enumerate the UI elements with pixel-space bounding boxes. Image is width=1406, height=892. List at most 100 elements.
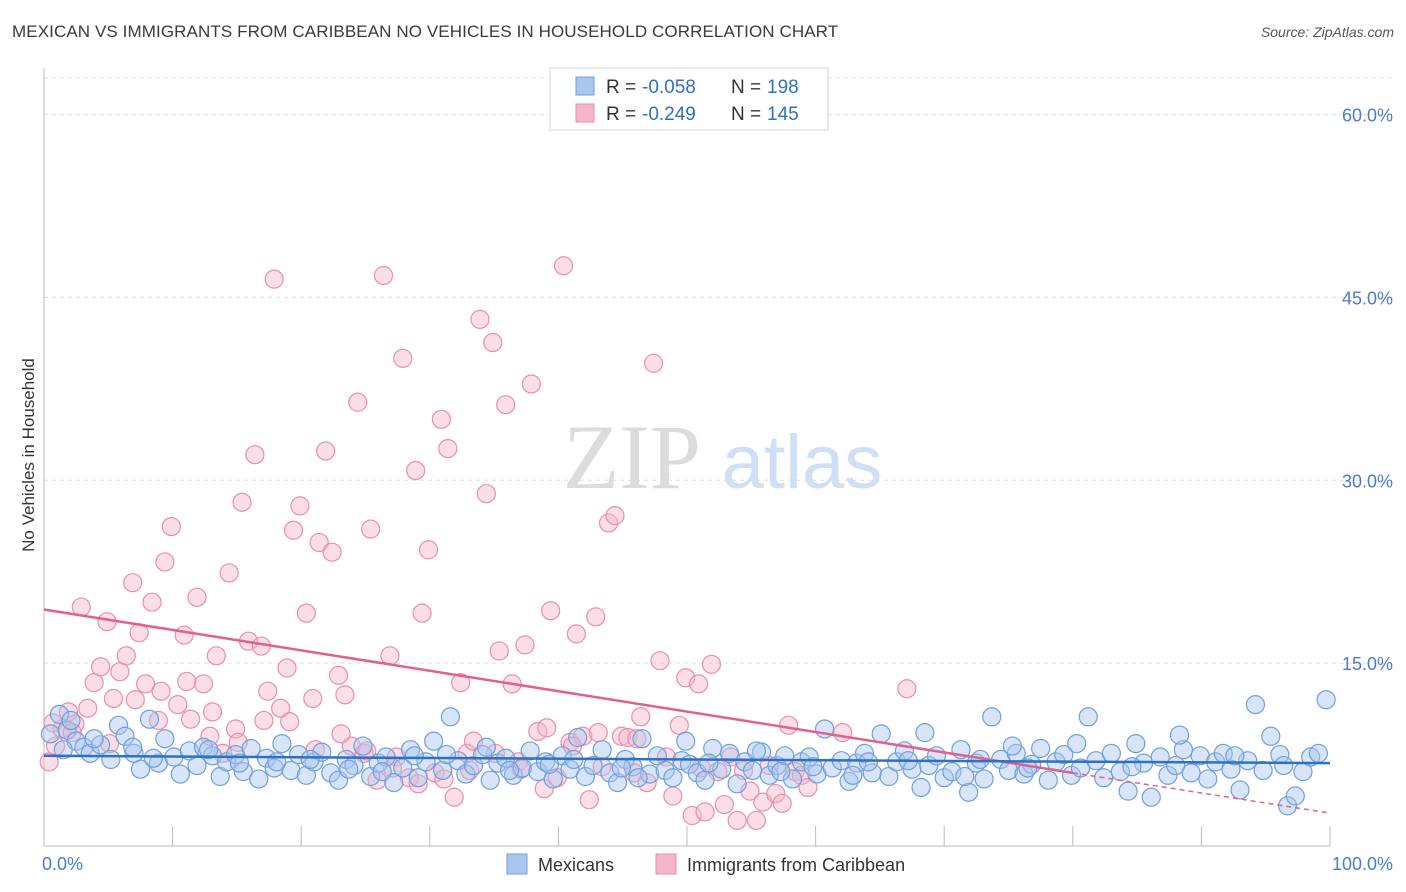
caribbean-point-116 — [785, 762, 805, 782]
mexicans-point-129 — [1070, 758, 1091, 778]
mexicans-point-35 — [321, 763, 341, 783]
mexicans-point-95 — [799, 747, 819, 767]
caribbean-point-24 — [193, 674, 214, 694]
mexicans-point-167 — [476, 737, 496, 757]
caribbean-point-28 — [219, 563, 239, 583]
caribbean-point-23 — [187, 587, 207, 607]
caribbean-point-84 — [579, 790, 599, 810]
mexicans-point-153 — [1261, 726, 1281, 746]
mexicans-point-188 — [436, 744, 457, 765]
legend-n-value-2: 145 — [767, 104, 799, 125]
caribbean-point-21 — [174, 625, 194, 645]
caribbean-point-70 — [489, 641, 509, 661]
caribbean-point-63 — [444, 787, 464, 807]
watermark-atlas: atlas — [722, 420, 883, 505]
mexicans-point-82 — [695, 770, 715, 790]
watermark: ZIP atlas — [563, 406, 882, 508]
legend-swatch-caribbean — [575, 103, 595, 123]
mexicans-point-8 — [108, 715, 129, 735]
caribbean-point-64 — [451, 673, 471, 693]
caribbean-point-58 — [412, 603, 432, 623]
mexicans-point-115 — [959, 782, 979, 802]
stats-legend: R = -0.058 N = 198 R = -0.249 N = 145 — [549, 67, 829, 131]
mexicans-point-151 — [1245, 694, 1266, 715]
caribbean-point-115 — [778, 715, 799, 735]
caribbean-point-95 — [650, 651, 670, 671]
mexicans-point-77 — [655, 760, 675, 781]
mexicans-point-173 — [858, 752, 878, 772]
axes — [43, 68, 1331, 847]
caribbean-point-67 — [470, 309, 490, 329]
caribbean-point-144 — [897, 679, 917, 699]
caribbean-point-46 — [335, 685, 355, 705]
mexicans-point-180 — [1225, 746, 1245, 766]
caribbean-point-100 — [682, 805, 702, 826]
mexicans-point-143 — [1181, 763, 1201, 783]
mexicans-point-11 — [130, 759, 151, 779]
mexicans-point-124 — [1031, 738, 1051, 759]
mexicans-point-159 — [1308, 743, 1329, 763]
caribbean-point-143 — [833, 723, 853, 743]
legend-r-value-2: -0.249 — [642, 104, 696, 125]
mexicans-point-125 — [1038, 770, 1058, 790]
mexicans-point-109 — [911, 777, 931, 798]
mexicans-point-63 — [543, 769, 563, 789]
mexicans-point-55 — [480, 770, 500, 790]
caribbean-point-123 — [151, 681, 171, 701]
mexicans-point-93 — [782, 769, 803, 789]
caribbean-point-55 — [393, 348, 413, 368]
caribbean-point-89 — [611, 726, 632, 746]
caribbean-point-85 — [586, 607, 606, 627]
caribbean-point-101 — [688, 674, 709, 694]
caribbean-point-26 — [206, 646, 226, 666]
mexicans-point-187 — [372, 762, 392, 782]
mexicans-point-50 — [440, 707, 460, 727]
mexicans-point-136 — [1126, 733, 1146, 754]
mexicans-point-163 — [199, 740, 219, 760]
mexicans-point-166 — [404, 746, 424, 766]
series-swatch-mexicans — [506, 853, 528, 875]
legend-n-value-1: 198 — [767, 77, 799, 98]
mexicans-point-160 — [1316, 690, 1336, 710]
caribbean-point-114 — [772, 793, 792, 813]
watermark-zip: ZIP — [563, 406, 701, 508]
mexicans-point-179 — [1169, 725, 1190, 745]
caribbean-point-69 — [483, 332, 503, 353]
mexicans-point-174 — [915, 723, 935, 743]
mexicans-point-86 — [727, 774, 747, 794]
caribbean-point-94 — [643, 353, 664, 373]
caribbean-point-38 — [283, 520, 304, 540]
mexicans-point-164 — [267, 752, 287, 772]
series-legend: Mexicans Immigrants from Caribbean — [506, 853, 905, 875]
mexicans-point-75 — [640, 764, 660, 784]
series-name-mexicans: Mexicans — [538, 855, 614, 875]
caribbean-point-118 — [798, 777, 818, 798]
caribbean-point-59 — [418, 540, 439, 560]
mexicans-point-172 — [803, 757, 823, 777]
trend-lines — [43, 608, 1331, 814]
caribbean-point-8 — [90, 657, 111, 677]
y-tick-label-2: 45.0% — [1342, 288, 1393, 308]
caribbean-point-18 — [155, 552, 175, 572]
x-tick-label-1: 100.0% — [1332, 854, 1393, 874]
y-tick-label-0: 15.0% — [1342, 654, 1393, 674]
mexicans-point-184 — [143, 748, 163, 768]
caribbean-point-141 — [627, 729, 647, 749]
caribbean-point-41 — [303, 688, 323, 709]
mexicans-point-191 — [628, 768, 648, 788]
caribbean-point-45 — [328, 665, 349, 685]
caribbean-point-39 — [290, 496, 310, 516]
caribbean-point-128 — [280, 712, 300, 732]
mexicans-point-197 — [1002, 736, 1022, 756]
x-tick-labels: 0.0% 100.0% — [42, 854, 1393, 874]
caribbean-point-57 — [406, 460, 426, 481]
caribbean-point-20 — [168, 694, 188, 715]
series-swatch-caribbean — [655, 853, 677, 875]
caribbean-point-6 — [78, 698, 98, 718]
caribbean-point-138 — [537, 718, 557, 738]
series-name-caribbean: Immigrants from Caribbean — [687, 855, 905, 875]
mexicans-point-152 — [1253, 760, 1273, 781]
mexicans-point-145 — [1198, 769, 1218, 789]
caribbean-point-48 — [348, 392, 368, 412]
